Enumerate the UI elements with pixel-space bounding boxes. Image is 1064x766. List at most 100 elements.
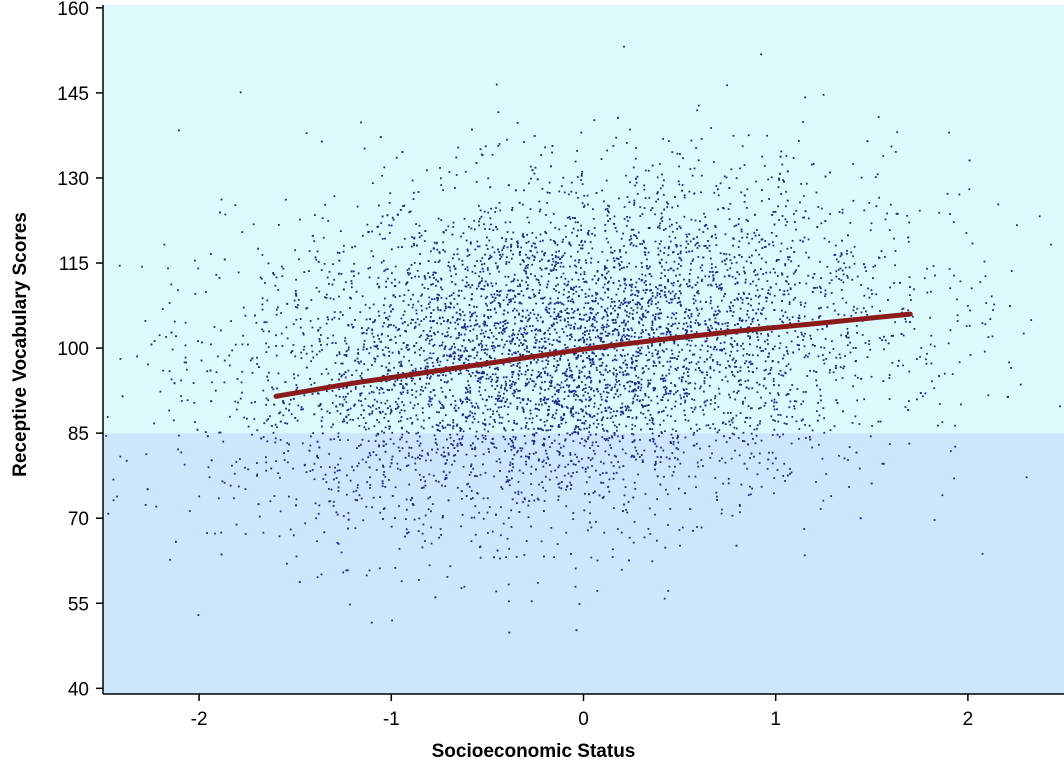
scatter-point [906, 214, 909, 217]
scatter-point [731, 315, 734, 317]
scatter-point [341, 403, 344, 406]
scatter-point [504, 319, 507, 322]
scatter-point [486, 324, 489, 327]
scatter-point [751, 318, 754, 321]
scatter-point [866, 356, 869, 358]
scatter-point [591, 444, 594, 447]
scatter-point [382, 473, 385, 476]
scatter-point [677, 441, 680, 444]
scatter-point [658, 411, 660, 413]
scatter-point [706, 337, 708, 340]
scatter-point [670, 349, 673, 352]
scatter-point [658, 312, 661, 315]
scatter-point [400, 580, 403, 583]
scatter-point [480, 329, 483, 332]
scatter-point [369, 487, 371, 489]
scatter-point [471, 421, 474, 424]
scatter-point [688, 349, 691, 352]
scatter-point [491, 438, 494, 440]
scatter-point [518, 374, 520, 377]
scatter-point [444, 463, 447, 465]
scatter-point [551, 442, 553, 444]
scatter-point [710, 399, 712, 401]
scatter-point [237, 485, 240, 488]
scatter-point [544, 475, 547, 478]
scatter-point [576, 356, 579, 359]
scatter-point [522, 335, 525, 338]
scatter-point [531, 232, 534, 234]
scatter-point [553, 417, 556, 420]
scatter-point [683, 409, 686, 412]
scatter-point [688, 361, 691, 364]
scatter-point [503, 405, 506, 407]
scatter-point [628, 262, 631, 265]
scatter-point [444, 250, 446, 253]
scatter-point [517, 481, 520, 483]
scatter-point [302, 348, 305, 351]
scatter-point [561, 328, 564, 330]
scatter-point [787, 258, 790, 261]
scatter-point [731, 421, 734, 424]
scatter-point [740, 228, 743, 231]
scatter-point [432, 309, 435, 311]
scatter-point [228, 415, 231, 418]
scatter-point [409, 298, 412, 301]
scatter-point [740, 230, 743, 233]
scatter-point [611, 387, 613, 389]
scatter-point [706, 374, 709, 376]
scatter-point [591, 416, 594, 419]
scatter-point [621, 355, 623, 358]
scatter-point [597, 423, 600, 425]
scatter-point [620, 237, 623, 240]
scatter-point [488, 272, 491, 275]
scatter-point [678, 285, 681, 288]
scatter-point [604, 266, 606, 269]
scatter-point [269, 415, 271, 418]
scatter-point [789, 473, 791, 475]
scatter-point [347, 392, 349, 395]
scatter-point [663, 377, 666, 380]
scatter-point [656, 402, 659, 405]
scatter-point [266, 440, 269, 443]
scatter-point [624, 359, 627, 362]
scatter-point [427, 403, 430, 406]
scatter-point [549, 315, 552, 318]
scatter-point [641, 372, 644, 375]
scatter-point [428, 382, 430, 385]
scatter-point [265, 461, 268, 464]
scatter-point [464, 391, 467, 394]
scatter-point [320, 344, 322, 346]
scatter-point [371, 506, 373, 509]
scatter-point [520, 246, 523, 249]
scatter-point [316, 576, 319, 579]
scatter-point [1030, 319, 1033, 321]
scatter-point [433, 332, 435, 334]
scatter-point [420, 425, 423, 428]
scatter-point [462, 362, 465, 364]
scatter-point [475, 306, 478, 308]
scatter-point [487, 317, 490, 319]
scatter-point [640, 454, 643, 456]
scatter-point [517, 293, 520, 295]
scatter-point [601, 332, 604, 335]
scatter-point [684, 401, 686, 404]
scatter-point [740, 345, 742, 347]
scatter-point [688, 475, 690, 478]
scatter-point [389, 339, 391, 342]
scatter-point [292, 344, 295, 346]
scatter-point [875, 205, 878, 208]
scatter-point [453, 355, 456, 358]
scatter-point [383, 166, 386, 169]
scatter-point [607, 332, 610, 335]
scatter-point [422, 427, 425, 430]
scatter-point [691, 353, 694, 356]
scatter-point [683, 215, 686, 218]
scatter-point [596, 419, 598, 421]
scatter-point [447, 380, 449, 383]
scatter-point [761, 288, 764, 290]
scatter-point [739, 412, 742, 414]
scatter-point [647, 385, 649, 388]
scatter-point [1025, 476, 1028, 479]
scatter-point [956, 314, 959, 317]
scatter-point [593, 352, 595, 355]
